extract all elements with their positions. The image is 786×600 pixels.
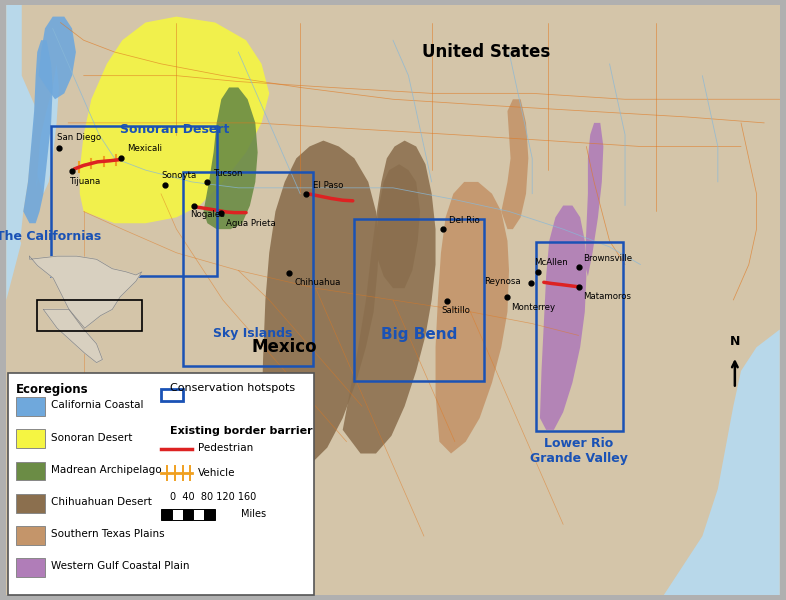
- Text: Reynosa: Reynosa: [484, 277, 521, 286]
- Text: San Diego: San Diego: [57, 133, 101, 142]
- Bar: [38, 300, 141, 331]
- Text: Pedestrian: Pedestrian: [198, 443, 253, 453]
- Polygon shape: [435, 182, 509, 454]
- Text: United States: United States: [421, 43, 550, 61]
- Text: Brownsville: Brownsville: [583, 254, 633, 263]
- Bar: [204, 509, 215, 520]
- Text: Sonoran Desert: Sonoran Desert: [51, 433, 132, 443]
- Bar: [16, 526, 45, 545]
- Polygon shape: [30, 256, 141, 328]
- Polygon shape: [30, 164, 671, 595]
- Text: McAllen: McAllen: [534, 258, 568, 267]
- Bar: [182, 172, 313, 366]
- Bar: [161, 509, 172, 520]
- Text: Mexicali: Mexicali: [127, 145, 162, 154]
- Bar: [182, 509, 193, 520]
- Text: Vehicle: Vehicle: [198, 467, 236, 478]
- Bar: [354, 218, 484, 382]
- Polygon shape: [532, 288, 671, 583]
- FancyBboxPatch shape: [8, 373, 314, 595]
- Polygon shape: [343, 140, 435, 454]
- Text: Big Bend: Big Bend: [381, 326, 457, 341]
- Text: Matamoros: Matamoros: [583, 292, 631, 301]
- Polygon shape: [39, 17, 76, 99]
- Text: Existing border barrier: Existing border barrier: [171, 427, 313, 436]
- Text: El Paso: El Paso: [313, 181, 343, 190]
- Text: Sonoyta: Sonoyta: [161, 171, 196, 180]
- Text: Lower Rio
Grande Valley: Lower Rio Grande Valley: [530, 437, 627, 465]
- Polygon shape: [6, 5, 37, 595]
- Polygon shape: [79, 17, 270, 223]
- Text: Del Rio: Del Rio: [450, 217, 480, 226]
- Polygon shape: [262, 140, 379, 477]
- Text: Southern Texas Plains: Southern Texas Plains: [51, 529, 164, 539]
- Text: Chihuahua: Chihuahua: [295, 278, 341, 287]
- Polygon shape: [376, 164, 420, 288]
- Text: Nogales: Nogales: [190, 211, 225, 220]
- Polygon shape: [540, 206, 586, 430]
- Text: Chihuahuan Desert: Chihuahuan Desert: [51, 497, 152, 507]
- Polygon shape: [6, 5, 780, 595]
- Text: Miles: Miles: [241, 509, 266, 518]
- Text: N: N: [729, 335, 740, 349]
- Text: Agua Prieta: Agua Prieta: [226, 219, 276, 228]
- Bar: [172, 509, 182, 520]
- Text: Tucson: Tucson: [214, 169, 243, 178]
- Text: California Coastal: California Coastal: [51, 400, 143, 410]
- Polygon shape: [585, 123, 604, 277]
- Bar: [536, 242, 623, 431]
- Bar: [16, 494, 45, 512]
- Polygon shape: [501, 99, 528, 229]
- Polygon shape: [35, 64, 59, 194]
- Bar: [161, 389, 182, 401]
- Text: Madrean Archipelago: Madrean Archipelago: [51, 465, 161, 475]
- Text: 0  40  80 120 160: 0 40 80 120 160: [171, 492, 256, 502]
- Polygon shape: [43, 310, 102, 362]
- Text: Monterrey: Monterrey: [512, 303, 556, 312]
- Text: Conservation hotspots: Conservation hotspots: [171, 383, 296, 393]
- Text: The Californias: The Californias: [0, 230, 101, 244]
- Text: Western Gulf Coastal Plain: Western Gulf Coastal Plain: [51, 562, 189, 571]
- Bar: [51, 126, 218, 277]
- Text: Sonoran Desert: Sonoran Desert: [120, 123, 230, 136]
- Polygon shape: [641, 329, 780, 595]
- Polygon shape: [204, 88, 258, 229]
- Text: Sky Islands: Sky Islands: [212, 326, 292, 340]
- Text: Ecoregions: Ecoregions: [16, 383, 88, 396]
- Bar: [16, 461, 45, 481]
- Text: Saltillo: Saltillo: [441, 306, 470, 315]
- Bar: [193, 509, 204, 520]
- Polygon shape: [24, 40, 53, 223]
- Bar: [16, 558, 45, 577]
- Bar: [16, 397, 45, 416]
- Bar: [16, 430, 45, 448]
- Text: Mexico: Mexico: [252, 338, 318, 356]
- Polygon shape: [20, 64, 41, 253]
- Text: Tijuana: Tijuana: [71, 178, 101, 187]
